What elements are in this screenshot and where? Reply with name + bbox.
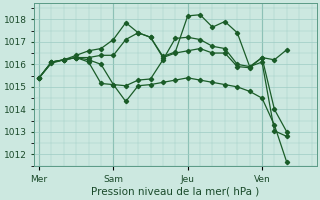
X-axis label: Pression niveau de la mer( hPa ): Pression niveau de la mer( hPa )	[91, 187, 260, 197]
